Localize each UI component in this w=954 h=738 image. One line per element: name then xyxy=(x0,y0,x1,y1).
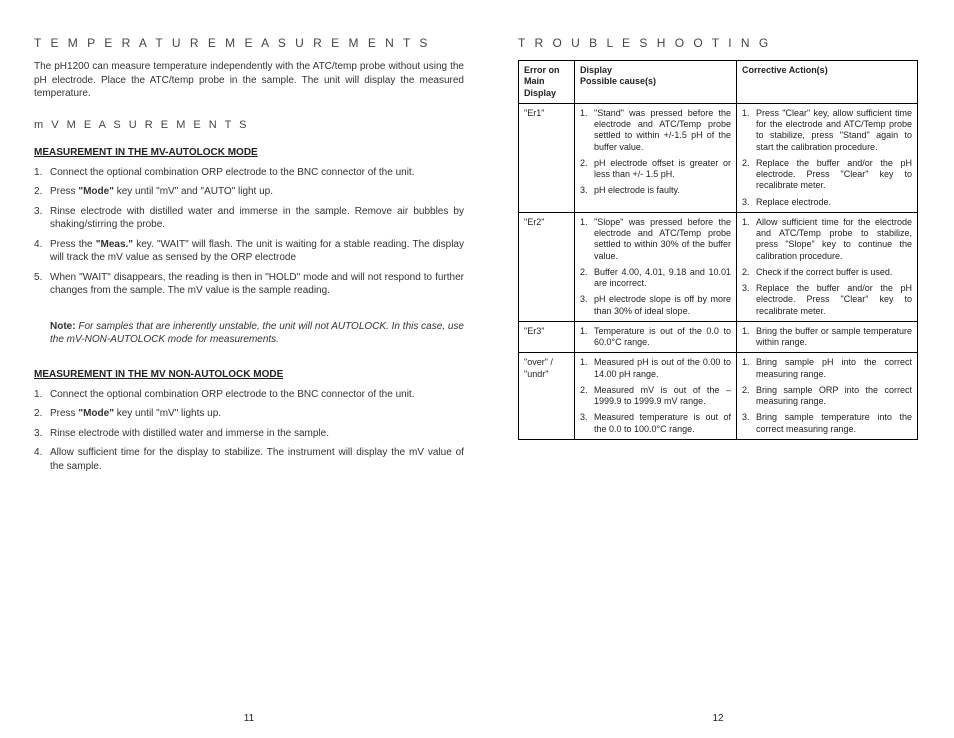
action-item: Replace the buffer and/or the pH electro… xyxy=(742,283,912,317)
cell-action: Allow sufficient time for the electrode … xyxy=(737,212,918,321)
intro-text: The pH1200 can measure temperature indep… xyxy=(34,60,464,101)
action-item: Press "Clear" key, allow sufficient time… xyxy=(742,108,912,153)
cell-action: Bring the buffer or sample temperature w… xyxy=(737,321,918,353)
page-number-right: 12 xyxy=(518,713,918,724)
table-row: "Er2""Slope" was pressed before the elec… xyxy=(519,212,918,321)
step-item: Connect the optional combination ORP ele… xyxy=(34,166,464,180)
section-title-mv: m V M E A S U R E M E N T S xyxy=(34,119,464,131)
heading-autolock: MEASUREMENT IN THE MV-AUTOLOCK MODE xyxy=(34,147,464,158)
cell-error: "Er1" xyxy=(519,103,575,212)
note-label: Note: xyxy=(50,321,76,332)
step-item: When "WAIT" disappears, the reading is t… xyxy=(34,271,464,298)
action-item: Bring sample temperature into the correc… xyxy=(742,412,912,435)
action-item: Replace the buffer and/or the pH electro… xyxy=(742,158,912,192)
cell-error: "Er3" xyxy=(519,321,575,353)
cause-item: Measured pH is out of the 0.00 to 14.00 … xyxy=(580,357,731,380)
cell-cause: Temperature is out of the 0.0 to 60.0°C … xyxy=(575,321,737,353)
cause-item: Buffer 4.00, 4.01, 9.18 and 10.01 are in… xyxy=(580,267,731,290)
table-row: "over" / "undr"Measured pH is out of the… xyxy=(519,353,918,440)
table-row: "Er3"Temperature is out of the 0.0 to 60… xyxy=(519,321,918,353)
th-error: Error on Main Display xyxy=(519,61,575,104)
th-action: Corrective Action(s) xyxy=(737,61,918,104)
cause-item: Measured mV is out of the –1999.9 to 199… xyxy=(580,385,731,408)
step-item: Press the "Meas." key. "WAIT" will flash… xyxy=(34,238,464,265)
cause-item: pH electrode offset is greater or less t… xyxy=(580,158,731,181)
cause-item: "Stand" was pressed before the electrode… xyxy=(580,108,731,153)
cell-action: Bring sample pH into the correct measuri… xyxy=(737,353,918,440)
step-item: Press "Mode" key until "mV" lights up. xyxy=(34,407,464,421)
cell-error: "Er2" xyxy=(519,212,575,321)
note-text: For samples that are inherently unstable… xyxy=(50,321,464,346)
steps-non-autolock: Connect the optional combination ORP ele… xyxy=(34,388,464,480)
cell-error: "over" / "undr" xyxy=(519,353,575,440)
cell-cause: "Slope" was pressed before the electrode… xyxy=(575,212,737,321)
action-item: Allow sufficient time for the electrode … xyxy=(742,217,912,262)
action-item: Bring the buffer or sample temperature w… xyxy=(742,326,912,349)
step-item: Press "Mode" key until "mV" and "AUTO" l… xyxy=(34,185,464,199)
cause-item: "Slope" was pressed before the electrode… xyxy=(580,217,731,262)
steps-autolock: Connect the optional combination ORP ele… xyxy=(34,166,464,304)
troubleshooting-table: Error on Main Display DisplayPossible ca… xyxy=(518,60,918,440)
page-left: T E M P E R A T U R E M E A S U R E M E … xyxy=(34,30,464,487)
action-item: Bring sample ORP into the correct measur… xyxy=(742,385,912,408)
step-item: Connect the optional combination ORP ele… xyxy=(34,388,464,402)
page-number-left: 11 xyxy=(34,713,464,724)
note-box: Note: For samples that are inherently un… xyxy=(50,320,464,347)
cause-item: Temperature is out of the 0.0 to 60.0°C … xyxy=(580,326,731,349)
action-item: Check if the correct buffer is used. xyxy=(742,267,912,278)
cause-item: pH electrode slope is off by more than 3… xyxy=(580,294,731,317)
table-header-row: Error on Main Display DisplayPossible ca… xyxy=(519,61,918,104)
cell-cause: "Stand" was pressed before the electrode… xyxy=(575,103,737,212)
step-item: Allow sufficient time for the display to… xyxy=(34,446,464,473)
action-item: Bring sample pH into the correct measuri… xyxy=(742,357,912,380)
step-item: Rinse electrode with distilled water and… xyxy=(34,205,464,232)
cell-action: Press "Clear" key, allow sufficient time… xyxy=(737,103,918,212)
cause-item: Measured temperature is out of the 0.0 t… xyxy=(580,412,731,435)
cause-item: pH electrode is faulty. xyxy=(580,185,731,196)
step-item: Rinse electrode with distilled water and… xyxy=(34,427,464,441)
section-title-temperature: T E M P E R A T U R E M E A S U R E M E … xyxy=(34,36,464,50)
cell-cause: Measured pH is out of the 0.00 to 14.00 … xyxy=(575,353,737,440)
action-item: Replace electrode. xyxy=(742,197,912,208)
page-right: T R O U B L E S H O O T I N G Error on M… xyxy=(518,30,918,440)
section-title-troubleshooting: T R O U B L E S H O O T I N G xyxy=(518,36,918,50)
th-cause: DisplayPossible cause(s) xyxy=(575,61,737,104)
table-row: "Er1""Stand" was pressed before the elec… xyxy=(519,103,918,212)
heading-non-autolock: MEASUREMENT IN THE MV NON-AUTOLOCK MODE xyxy=(34,369,464,380)
